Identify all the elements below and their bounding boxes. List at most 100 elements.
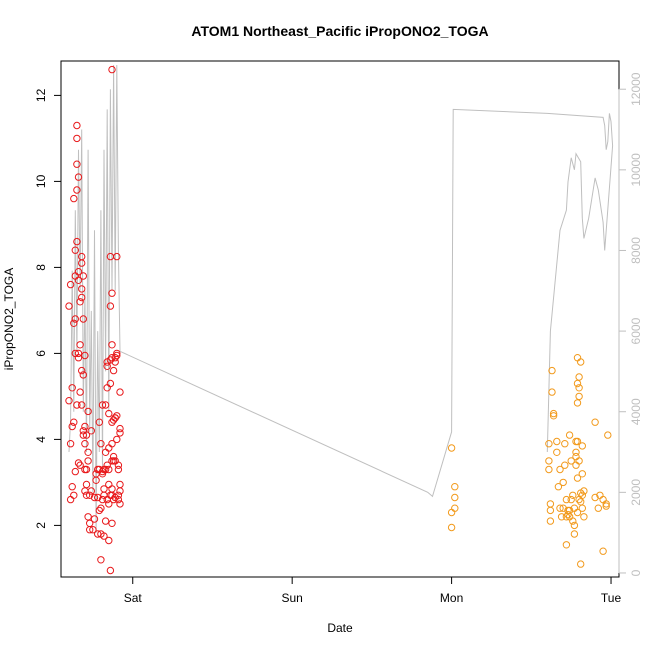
series-1-point <box>84 448 92 456</box>
series-2-point <box>562 541 571 549</box>
series-1-point <box>105 409 113 418</box>
series-1-point <box>81 440 89 448</box>
series-1-point <box>87 427 96 435</box>
series-1-point <box>82 480 91 489</box>
series-2-point <box>569 517 577 525</box>
series-2-point <box>573 399 582 407</box>
series-1-point <box>98 401 107 409</box>
series-1-point <box>105 536 113 545</box>
series-1-point <box>95 506 104 515</box>
series-1-point <box>82 491 91 499</box>
series-1-point <box>108 65 116 74</box>
series-2-point <box>599 495 607 504</box>
series-1-point <box>114 495 123 504</box>
series-2-point <box>554 483 563 491</box>
x-tick-label: Tue <box>601 591 622 605</box>
series-1-point <box>73 401 81 409</box>
series-2-point <box>573 354 582 362</box>
series-1-point <box>74 268 83 276</box>
series-1-point <box>106 356 115 364</box>
series-1-point <box>70 194 78 203</box>
series-1-point <box>97 556 105 564</box>
series-1-point <box>81 351 89 360</box>
series-1-point <box>105 444 113 452</box>
y2-tick-label: 12000 <box>629 72 643 106</box>
series-1-point <box>76 461 84 469</box>
series-2-point <box>548 366 556 375</box>
series-2-point <box>451 483 459 491</box>
series-1-point <box>71 467 80 476</box>
series-1-point <box>97 504 105 512</box>
series-1-point <box>103 384 111 392</box>
series-2-point <box>545 440 553 448</box>
series-1-point <box>79 431 88 439</box>
series-1-point <box>111 414 119 422</box>
series-1-point <box>94 493 102 502</box>
series-1-point <box>105 465 113 474</box>
series-1-point <box>74 459 83 467</box>
series-1-point <box>97 440 105 448</box>
series-2-point <box>572 437 580 446</box>
series-2-point <box>591 418 599 426</box>
plot-frame <box>60 60 620 578</box>
series-1-point <box>71 315 80 323</box>
series-1-point <box>74 349 83 358</box>
series-1-point <box>78 285 86 293</box>
series-1-point <box>105 480 113 489</box>
series-1-point <box>74 354 83 362</box>
series-1-point <box>74 276 83 284</box>
series-1-point <box>76 341 84 349</box>
series-1-point <box>66 495 75 504</box>
series-1-point <box>111 354 119 362</box>
series-2-point <box>545 457 553 465</box>
series-1-point <box>113 351 121 360</box>
series-2-point <box>575 373 583 381</box>
series-1-point <box>87 487 96 495</box>
series-2-point <box>573 508 582 517</box>
series-2-point <box>565 431 574 439</box>
series-1-point <box>100 532 108 540</box>
series-2-point <box>575 457 583 465</box>
y2-tick-label: 10000 <box>629 153 643 187</box>
y2-tick-label: 6000 <box>629 317 643 344</box>
y2-tick-label: 2000 <box>629 479 643 506</box>
y-tick-label: 2 <box>34 522 48 529</box>
series-2-point <box>546 517 555 525</box>
series-1-point <box>84 407 92 416</box>
series-1-point <box>78 366 86 375</box>
series-2-point <box>577 560 585 568</box>
series-2-point <box>578 504 586 512</box>
series-2-point <box>549 412 558 420</box>
series-2-point <box>573 474 582 482</box>
series-2-point <box>578 491 586 499</box>
y2-tick-label: 8000 <box>629 237 643 264</box>
series-1-point <box>109 366 118 375</box>
series-2-point <box>594 504 602 512</box>
series-1-point <box>116 388 124 396</box>
series-1-point <box>66 440 75 448</box>
series-1-point <box>109 452 118 461</box>
series-1-point <box>116 480 124 489</box>
series-2-point <box>599 547 607 555</box>
series-2-point <box>451 493 459 502</box>
series-1-point <box>98 495 107 504</box>
series-1-point <box>113 252 121 261</box>
series-2-point <box>567 457 575 465</box>
y2-tick-label: 0 <box>629 569 643 576</box>
series-1-point <box>116 487 124 495</box>
series-1-point <box>78 293 86 302</box>
series-2-point <box>575 392 583 401</box>
series-1-point <box>81 422 89 431</box>
series-2-point <box>447 508 456 517</box>
series-1-point <box>95 418 104 426</box>
series-1-point <box>66 280 75 289</box>
series-1-point <box>76 298 84 306</box>
series-1-point <box>76 388 84 396</box>
series-1-point <box>73 237 81 246</box>
series-1-point <box>79 272 88 280</box>
series-2-point <box>602 502 610 510</box>
series-1-point <box>90 515 99 523</box>
series-1-point <box>108 485 116 493</box>
series-1-point <box>108 519 116 527</box>
series-1-point <box>79 315 88 323</box>
